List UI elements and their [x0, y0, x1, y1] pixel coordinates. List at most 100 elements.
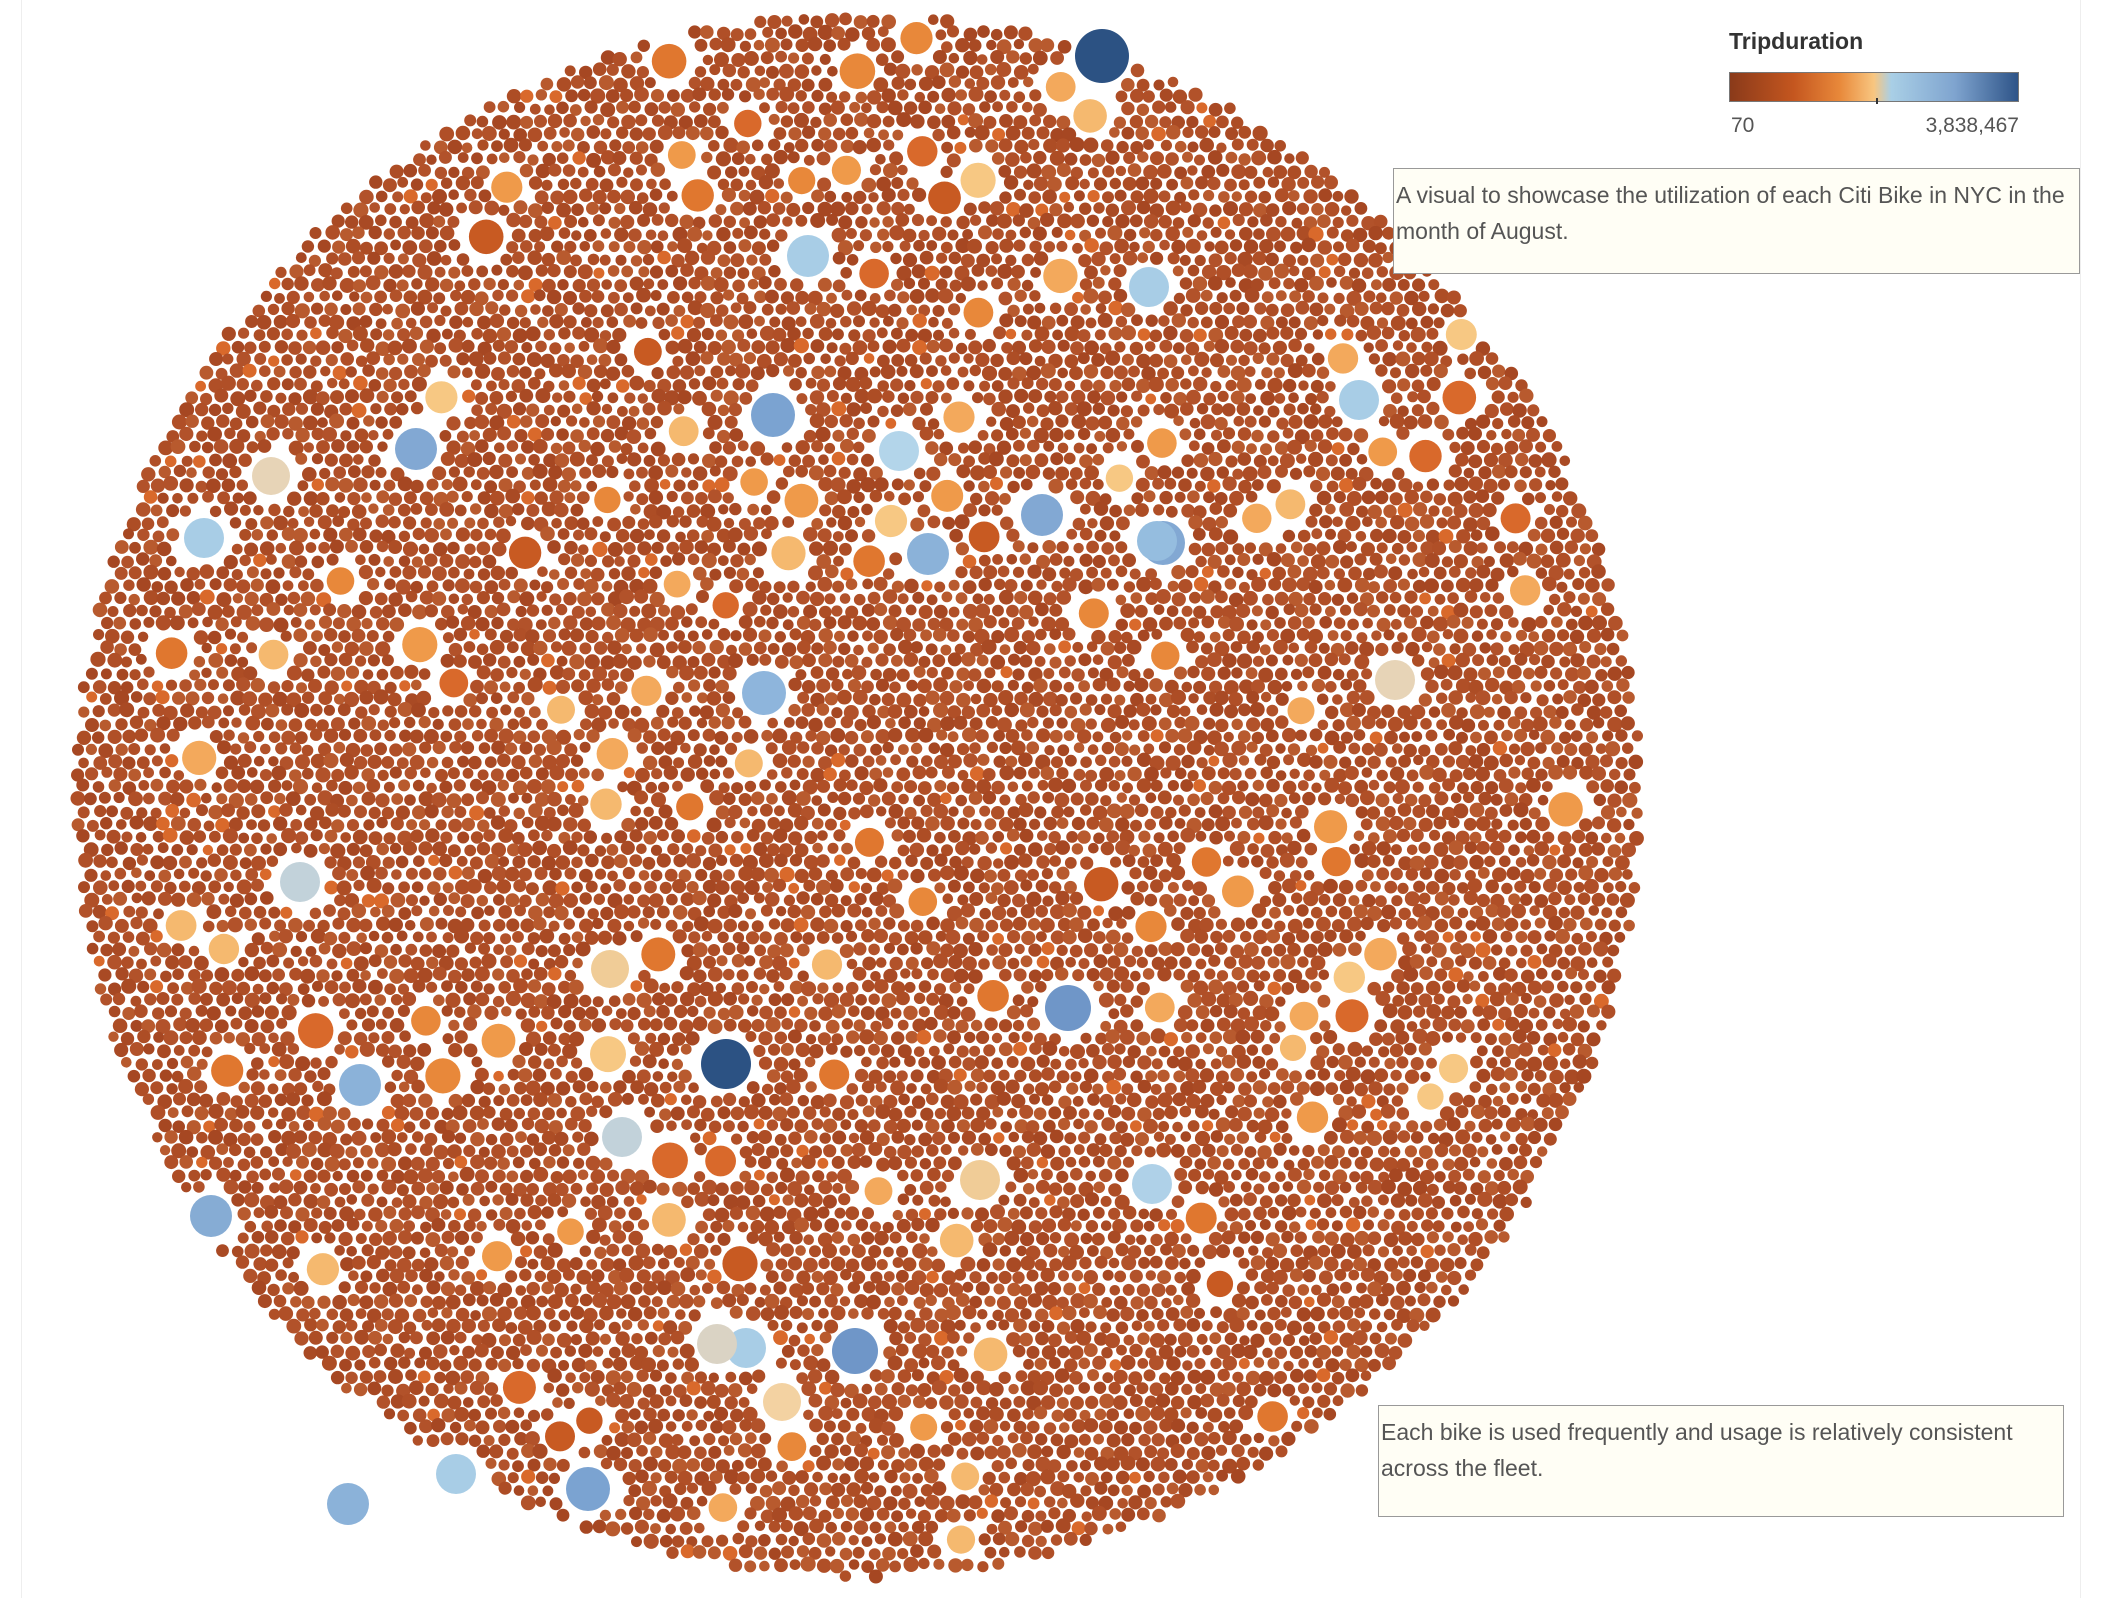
bike-bubble[interactable] — [570, 480, 582, 492]
bike-bubble[interactable] — [1410, 605, 1424, 618]
bike-bubble[interactable] — [801, 52, 814, 65]
bike-bubble[interactable] — [816, 378, 831, 392]
bike-bubble[interactable] — [1072, 291, 1084, 304]
bike-bubble[interactable] — [527, 427, 543, 442]
bike-bubble[interactable] — [1099, 241, 1114, 256]
bike-bubble[interactable] — [932, 628, 947, 642]
bike-bubble[interactable] — [1297, 555, 1309, 567]
bike-bubble[interactable] — [1165, 200, 1181, 216]
bike-bubble[interactable] — [986, 416, 997, 427]
bike-bubble[interactable] — [267, 404, 281, 418]
bike-bubble[interactable] — [622, 515, 636, 529]
bike-bubble[interactable] — [441, 756, 454, 769]
bike-bubble[interactable] — [708, 140, 720, 152]
bike-bubble[interactable] — [1100, 567, 1112, 579]
bike-bubble[interactable] — [166, 728, 180, 742]
bike-bubble[interactable] — [1086, 214, 1100, 227]
bike-bubble[interactable] — [1029, 290, 1041, 302]
bike-bubble[interactable] — [752, 567, 764, 579]
bike-bubble[interactable] — [753, 517, 766, 530]
bike-bubble[interactable] — [729, 428, 744, 442]
bike-bubble[interactable] — [773, 149, 788, 165]
bike-bubble[interactable] — [1260, 619, 1272, 631]
bike-bubble-mid[interactable] — [545, 1421, 575, 1452]
bike-bubble[interactable] — [417, 264, 433, 280]
bike-bubble[interactable] — [425, 178, 438, 191]
bike-bubble[interactable] — [1428, 279, 1440, 291]
bike-bubble[interactable] — [397, 353, 409, 365]
bike-bubble[interactable] — [332, 240, 346, 254]
bike-bubble[interactable] — [925, 441, 939, 455]
bike-bubble[interactable] — [339, 527, 353, 542]
bike-bubble[interactable] — [1463, 467, 1475, 479]
bike-bubble[interactable] — [541, 653, 555, 668]
bike-bubble[interactable] — [438, 150, 452, 164]
bike-bubble[interactable] — [810, 116, 822, 128]
bike-bubble[interactable] — [948, 806, 959, 817]
bike-bubble[interactable] — [1266, 226, 1281, 242]
bike-bubble[interactable] — [811, 795, 823, 806]
bike-bubble[interactable] — [149, 605, 162, 618]
bike-bubble[interactable] — [723, 215, 736, 228]
bike-bubble[interactable] — [424, 604, 438, 618]
bike-bubble[interactable] — [964, 78, 976, 89]
bike-bubble[interactable] — [285, 791, 301, 806]
bike-bubble[interactable] — [1499, 553, 1515, 568]
bike-bubble[interactable] — [1209, 631, 1221, 643]
bike-bubble[interactable] — [591, 290, 605, 303]
bike-bubble[interactable] — [608, 163, 621, 177]
bike-bubble[interactable] — [1398, 478, 1413, 493]
bike-bubble[interactable] — [72, 743, 84, 756]
bike-bubble-mid[interactable] — [874, 504, 908, 538]
bike-bubble[interactable] — [551, 141, 563, 152]
bike-bubble[interactable] — [1287, 363, 1303, 379]
bike-bubble[interactable] — [809, 618, 822, 632]
bike-bubble[interactable] — [694, 266, 709, 281]
bike-bubble[interactable] — [506, 316, 520, 330]
bike-bubble[interactable] — [359, 315, 373, 328]
bike-bubble[interactable] — [955, 292, 966, 304]
bike-bubble[interactable] — [862, 755, 875, 768]
bike-bubble[interactable] — [996, 440, 1012, 455]
bike-bubble[interactable] — [272, 691, 288, 707]
bike-bubble[interactable] — [845, 201, 859, 216]
bike-bubble[interactable] — [1599, 706, 1613, 719]
bike-bubble[interactable] — [577, 141, 590, 154]
bike-bubble[interactable] — [1535, 543, 1548, 556]
bike-bubble[interactable] — [1208, 327, 1224, 343]
bike-bubble[interactable] — [781, 15, 793, 27]
bike-bubble[interactable] — [822, 540, 839, 556]
bike-bubble[interactable] — [92, 781, 105, 793]
bike-bubble[interactable] — [1064, 302, 1078, 316]
bike-bubble[interactable] — [1114, 341, 1126, 353]
bike-bubble[interactable] — [607, 591, 623, 607]
bike-bubble[interactable] — [928, 742, 941, 754]
bike-bubble[interactable] — [738, 189, 751, 202]
bike-bubble[interactable] — [846, 301, 862, 316]
bike-bubble[interactable] — [1544, 504, 1555, 515]
bike-bubble[interactable] — [941, 765, 955, 779]
bike-bubble[interactable] — [1174, 818, 1186, 829]
bike-bubble[interactable] — [351, 604, 367, 620]
bike-bubble[interactable] — [454, 705, 468, 718]
bike-bubble[interactable] — [152, 830, 165, 843]
bike-bubble[interactable] — [601, 832, 613, 844]
bike-bubble[interactable] — [709, 37, 723, 51]
bike-bubble[interactable] — [701, 401, 717, 417]
bike-bubble[interactable] — [687, 630, 699, 642]
bike-bubble[interactable] — [1028, 38, 1043, 53]
bike-bubble[interactable] — [416, 690, 432, 706]
bike-bubble[interactable] — [608, 568, 621, 580]
bike-bubble[interactable] — [1443, 479, 1455, 491]
bike-bubble[interactable] — [1122, 782, 1133, 794]
bike-bubble[interactable] — [331, 819, 345, 833]
bike-bubble[interactable] — [368, 704, 380, 716]
bike-bubble[interactable] — [1382, 277, 1396, 292]
bike-bubble[interactable] — [1077, 352, 1090, 365]
bike-bubble[interactable] — [477, 139, 489, 151]
bike-bubble[interactable] — [955, 566, 968, 579]
bike-bubble[interactable] — [598, 75, 614, 91]
bike-bubble[interactable] — [455, 175, 471, 191]
bike-bubble[interactable] — [940, 365, 952, 376]
bike-bubble[interactable] — [956, 618, 969, 631]
